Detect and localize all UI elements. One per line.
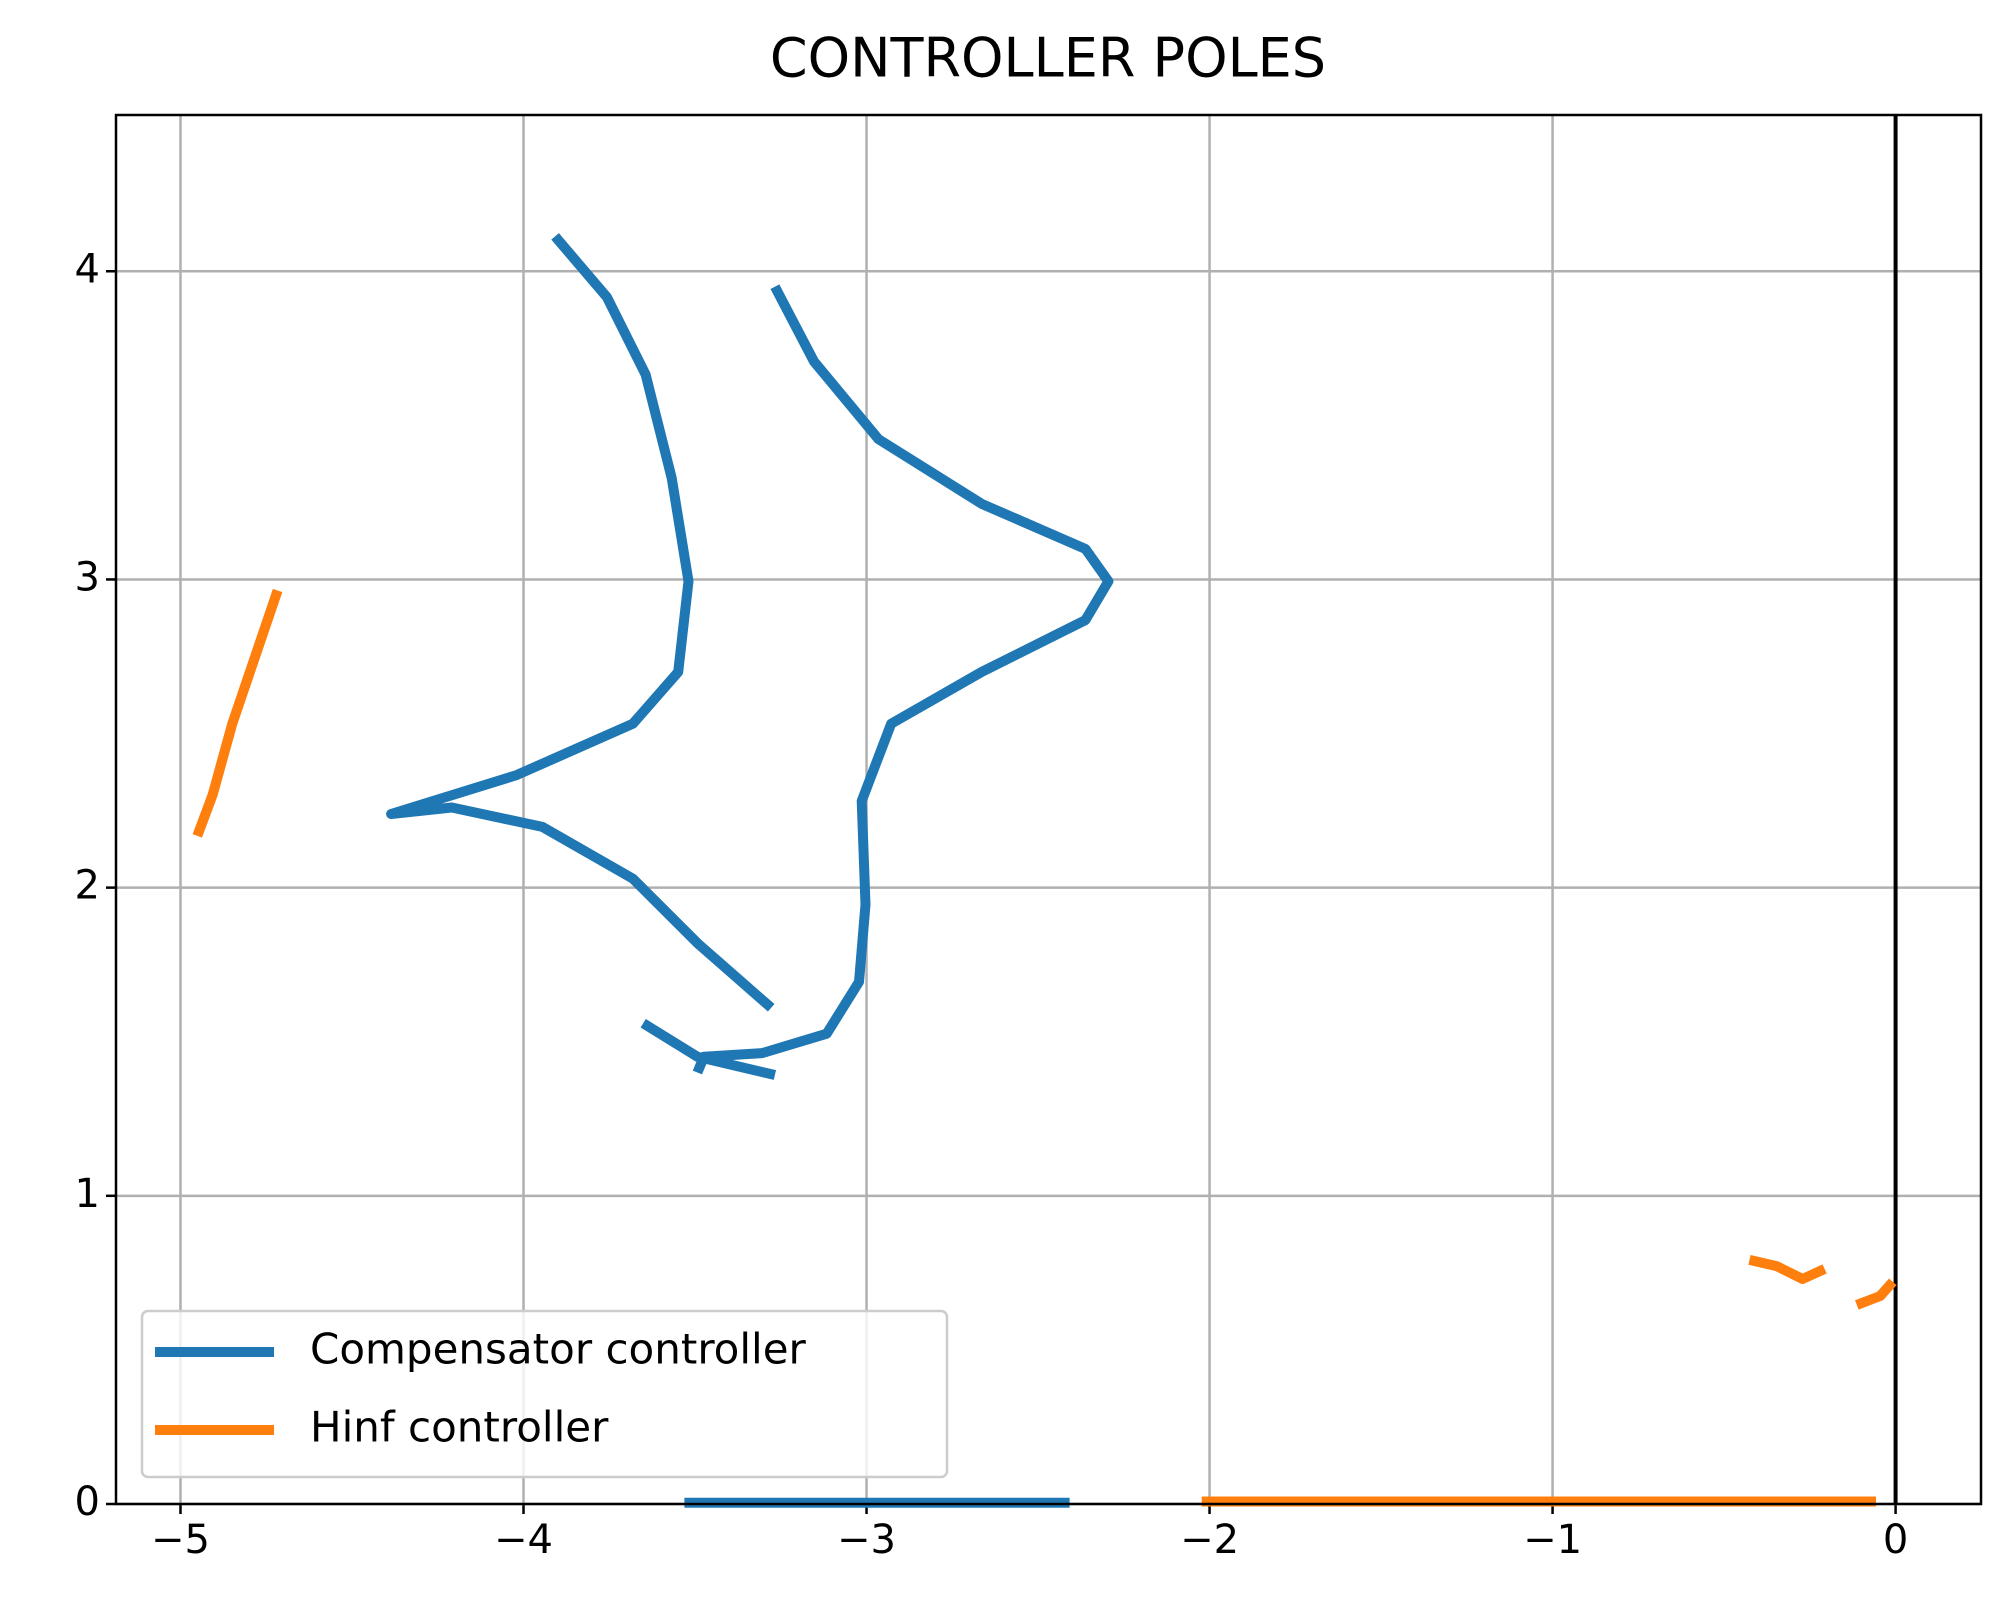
x-tick-label: −4 [494, 1517, 553, 1563]
legend-box [140, 1309, 949, 1479]
legend-label: Hinf controller [310, 1403, 609, 1452]
series-line [192, 588, 1897, 1507]
x-tick-label: −3 [837, 1517, 896, 1563]
y-tick-label: 0 [75, 1479, 100, 1525]
y-tick-label: 3 [75, 554, 100, 600]
legend-label: Compensator controller [310, 1325, 807, 1374]
chart-title: CONTROLLER POLES [770, 27, 1326, 90]
x-tick-label: −2 [1180, 1517, 1239, 1563]
x-tick-label: 0 [1883, 1517, 1908, 1563]
plot-frame [114, 113, 1983, 1506]
series-line [386, 233, 1114, 1508]
y-tick-label: 2 [75, 863, 100, 909]
x-tick-label: −5 [151, 1517, 210, 1563]
y-tick-label: 4 [75, 246, 100, 292]
x-tick-label: −1 [1523, 1517, 1582, 1563]
y-tick-label: 1 [75, 1171, 100, 1217]
